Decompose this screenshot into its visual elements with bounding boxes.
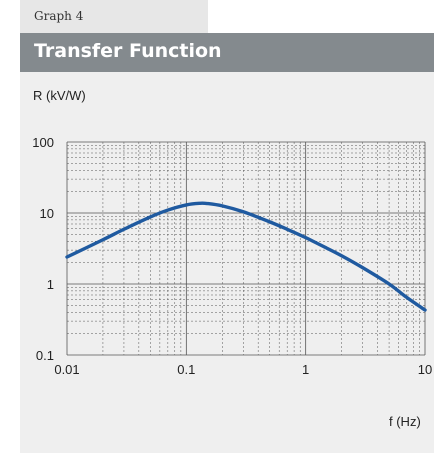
- x-axis-label: f (Hz): [389, 414, 421, 429]
- minor-grid: [67, 142, 425, 355]
- x-tick-label: 0.1: [177, 362, 195, 377]
- y-tick-label: 1: [47, 277, 54, 292]
- series: [65, 201, 427, 312]
- graph-tab-label: Graph 4: [34, 9, 84, 23]
- y-tick-label: 0.1: [36, 348, 54, 363]
- x-tick-label: 1: [302, 362, 309, 377]
- x-tick-label: 10: [418, 362, 432, 377]
- y-tick-label: 100: [32, 135, 54, 150]
- chart-title: Transfer Function: [34, 40, 222, 62]
- x-tick-label: 0.01: [54, 362, 79, 377]
- chart-header: Transfer Function: [20, 33, 434, 72]
- major-grid: [66, 141, 426, 356]
- y-axis-label: R (kV/W): [33, 88, 86, 103]
- series-line: [65, 201, 427, 312]
- y-tick-label: 10: [40, 206, 54, 221]
- graph-tab: Graph 4: [20, 0, 208, 33]
